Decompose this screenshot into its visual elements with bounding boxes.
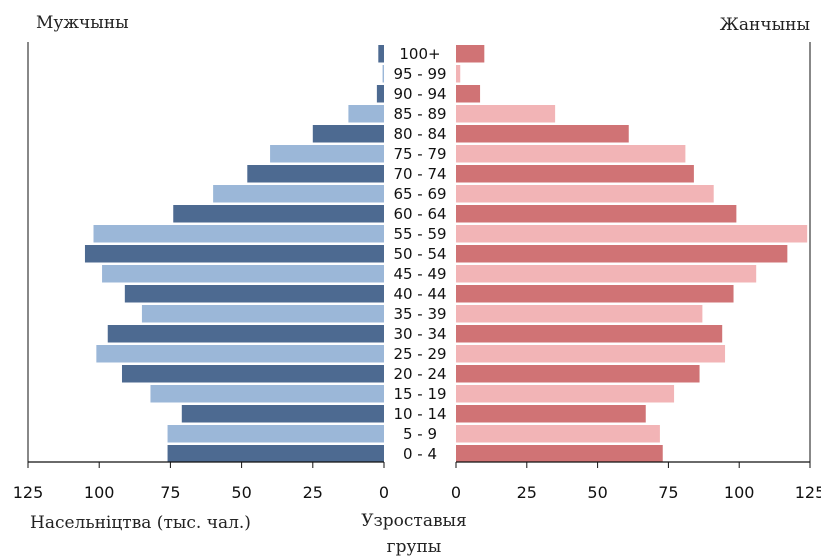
x-axis-label: Насельніцтва (тыс. чал.) [30,513,251,533]
female-bar-65-69 [456,185,714,203]
age-group-label-60-64: 60 - 64 [393,205,446,223]
female-bar-10-14 [456,405,646,423]
female-tick-label-0: 0 [451,483,461,502]
age-group-label-35-39: 35 - 39 [393,305,446,323]
male-bar-45-49 [102,265,384,283]
female-bar-100plus [456,45,485,63]
age-group-label-90-94: 90 - 94 [393,85,446,103]
male-tick-label-75: 75 [160,483,180,502]
male-tick-label-50: 50 [231,483,251,502]
male-tick-label-25: 25 [303,483,323,502]
female-bar-45-49 [456,265,757,283]
female-bar-70-74 [456,165,694,183]
age-group-label-75-79: 75 - 79 [393,145,446,163]
female-bar-85-89 [456,105,556,123]
female-tick-label-25: 25 [517,483,537,502]
center-label-line2: групы [387,537,442,557]
male-bar-15-19 [150,385,384,403]
male-bars [84,45,385,463]
male-bar-50-54 [84,245,385,263]
age-group-label-95-99: 95 - 99 [393,65,446,83]
male-bar-30-34 [107,325,384,343]
male-axis-ticks: 0 25 50 75 100 125 [13,462,389,502]
female-tick-label-125: 125 [795,483,821,502]
age-group-label-55-59: 55 - 59 [393,225,446,243]
age-group-label-5-9: 5 - 9 [403,425,437,443]
male-bar-80-84 [312,125,384,143]
male-bar-20-24 [121,365,384,383]
male-title: Мужчыны [36,13,129,33]
female-bar-60-64 [456,205,737,223]
age-group-label-50-54: 50 - 54 [393,245,446,263]
age-group-label-30-34: 30 - 34 [393,325,446,343]
male-bar-75-79 [270,145,384,163]
female-tick-label-50: 50 [587,483,607,502]
age-group-label-10-14: 10 - 14 [393,405,446,423]
age-group-label-25-29: 25 - 29 [393,345,446,363]
female-bars [456,45,808,463]
female-bar-50-54 [456,245,788,263]
age-group-label-15-19: 15 - 19 [393,385,446,403]
female-bar-95-99 [456,65,461,83]
male-tick-label-100: 100 [84,483,115,502]
age-group-label-80-84: 80 - 84 [393,125,446,143]
female-bar-55-59 [456,225,808,243]
female-bar-40-44 [456,285,734,303]
age-group-label-40-44: 40 - 44 [393,285,446,303]
male-bar-85-89 [348,105,384,123]
male-bar-70-74 [247,165,384,183]
male-bar-35-39 [141,305,384,323]
age-group-labels: 100+ 95 - 99 90 - 94 85 - 89 80 - 84 75 - 79 7… [393,45,446,463]
female-bar-90-94 [456,85,481,103]
male-bar-0-4 [167,445,384,463]
female-bar-20-24 [456,365,700,383]
male-bar-100plus [378,45,384,63]
age-group-label-100plus: 100+ [399,45,440,63]
female-bar-0-4 [456,445,663,463]
male-bar-5-9 [167,425,384,443]
age-group-label-65-69: 65 - 69 [393,185,446,203]
female-tick-label-100: 100 [724,483,755,502]
male-bar-40-44 [124,285,384,303]
male-bar-65-69 [213,185,384,203]
female-bar-5-9 [456,425,660,443]
female-title: Жанчыны [720,15,810,35]
age-group-label-85-89: 85 - 89 [393,105,446,123]
male-bar-60-64 [173,205,384,223]
male-bar-90-94 [376,85,384,103]
male-bar-55-59 [93,225,384,243]
male-tick-label-0: 0 [379,483,389,502]
male-bar-95-99 [382,65,384,83]
female-bar-35-39 [456,305,703,323]
male-tick-label-125: 125 [13,483,44,502]
female-bar-15-19 [456,385,675,403]
age-group-label-0-4: 0 - 4 [403,445,437,463]
female-bar-25-29 [456,345,726,363]
age-group-label-20-24: 20 - 24 [393,365,446,383]
age-group-label-45-49: 45 - 49 [393,265,446,283]
male-bar-25-29 [96,345,385,363]
female-axis-ticks: 0 25 50 75 100 125 [451,462,821,502]
age-group-label-70-74: 70 - 74 [393,165,446,183]
female-bar-75-79 [456,145,686,163]
female-tick-label-75: 75 [658,483,678,502]
female-bar-30-34 [456,325,723,343]
center-label-line1: Узроставыя [361,511,467,531]
female-bar-80-84 [456,125,629,143]
male-bar-10-14 [181,405,384,423]
